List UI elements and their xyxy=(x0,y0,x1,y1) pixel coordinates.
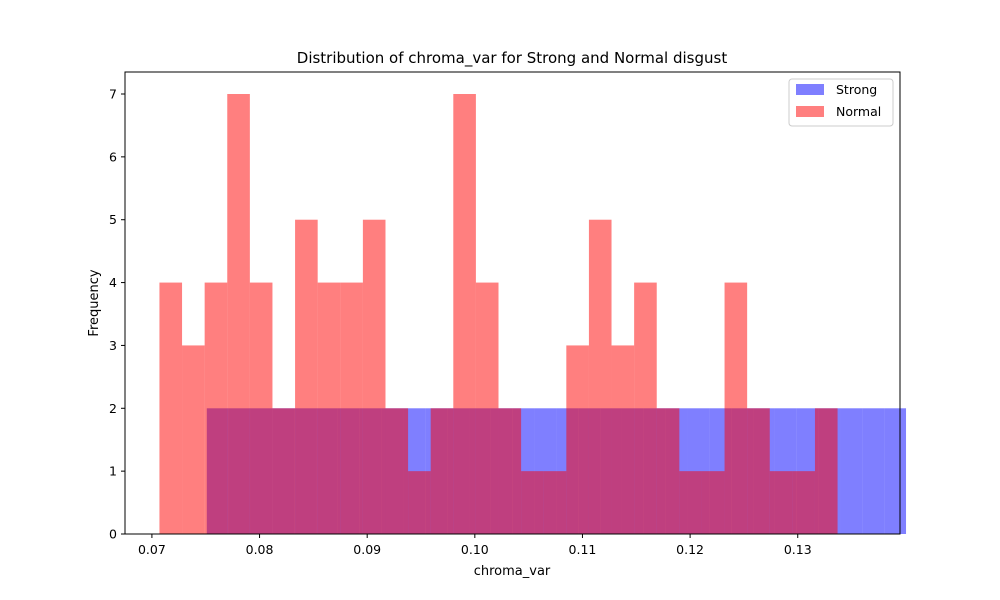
legend-swatch-normal xyxy=(796,106,824,117)
bars-layer xyxy=(159,94,907,534)
y-tick-label: 0 xyxy=(109,527,117,542)
bar-normal-28 xyxy=(792,471,815,534)
x-tick-label: 0.10 xyxy=(461,542,489,557)
y-tick-label: 4 xyxy=(109,275,117,290)
x-tick-label: 0.07 xyxy=(138,542,166,557)
bar-normal-14 xyxy=(475,282,499,534)
bar-strong-29 xyxy=(840,408,863,534)
legend: Strong Normal xyxy=(788,78,894,127)
bar-normal-1 xyxy=(182,345,205,534)
bar-normal-15 xyxy=(498,408,522,534)
bar-normal-17 xyxy=(543,471,567,534)
legend-swatch-strong xyxy=(796,84,824,95)
y-axis: 0 1 2 3 4 5 6 7 xyxy=(109,87,125,542)
legend-label-strong: Strong xyxy=(836,82,877,97)
bar-normal-6 xyxy=(295,219,318,534)
bar-normal-2 xyxy=(204,282,228,534)
y-tick-label: 1 xyxy=(109,464,117,479)
bar-normal-20 xyxy=(611,345,635,534)
y-tick-label: 5 xyxy=(109,212,117,227)
bar-normal-0 xyxy=(159,282,183,534)
plot-frame xyxy=(124,71,901,535)
bar-normal-9 xyxy=(362,219,386,534)
x-axis: 0.07 0.08 0.09 0.10 0.11 0.12 0.13 xyxy=(138,534,812,557)
bar-normal-27 xyxy=(769,471,793,534)
bar-strong-30 xyxy=(862,408,885,534)
legend-label-normal: Normal xyxy=(836,104,881,119)
bar-normal-7 xyxy=(317,282,341,534)
bar-normal-10 xyxy=(385,408,409,534)
bar-strong-31 xyxy=(884,408,907,534)
bar-normal-24 xyxy=(701,471,725,534)
x-tick-label: 0.13 xyxy=(784,542,812,557)
bar-normal-12 xyxy=(430,408,454,534)
bar-normal-16 xyxy=(521,471,544,534)
bar-normal-5 xyxy=(272,408,296,534)
bar-normal-25 xyxy=(724,282,748,534)
y-tick-label: 2 xyxy=(109,401,117,416)
bar-normal-8 xyxy=(340,282,363,534)
y-tick-label: 6 xyxy=(109,149,117,164)
chart-title: Distribution of chroma_var for Strong an… xyxy=(297,49,728,68)
x-tick-label: 0.09 xyxy=(353,542,381,557)
x-tick-label: 0.12 xyxy=(676,542,704,557)
bar-normal-4 xyxy=(249,282,273,534)
bar-normal-13 xyxy=(453,94,476,534)
y-axis-label: Frequency xyxy=(87,269,102,336)
bar-normal-22 xyxy=(656,408,680,534)
bar-normal-21 xyxy=(634,282,657,534)
bar-normal-29 xyxy=(814,408,838,534)
y-tick-label: 3 xyxy=(109,338,117,353)
bar-normal-18 xyxy=(566,345,589,534)
bar-normal-19 xyxy=(588,219,612,534)
bar-normal-11 xyxy=(408,471,431,534)
x-tick-label: 0.11 xyxy=(569,542,597,557)
x-tick-label: 0.08 xyxy=(246,542,274,557)
x-axis-label: chroma_var xyxy=(474,564,551,579)
bar-normal-3 xyxy=(227,94,250,534)
bar-normal-26 xyxy=(747,408,770,534)
bar-normal-23 xyxy=(679,471,702,534)
y-tick-label: 7 xyxy=(109,87,117,102)
